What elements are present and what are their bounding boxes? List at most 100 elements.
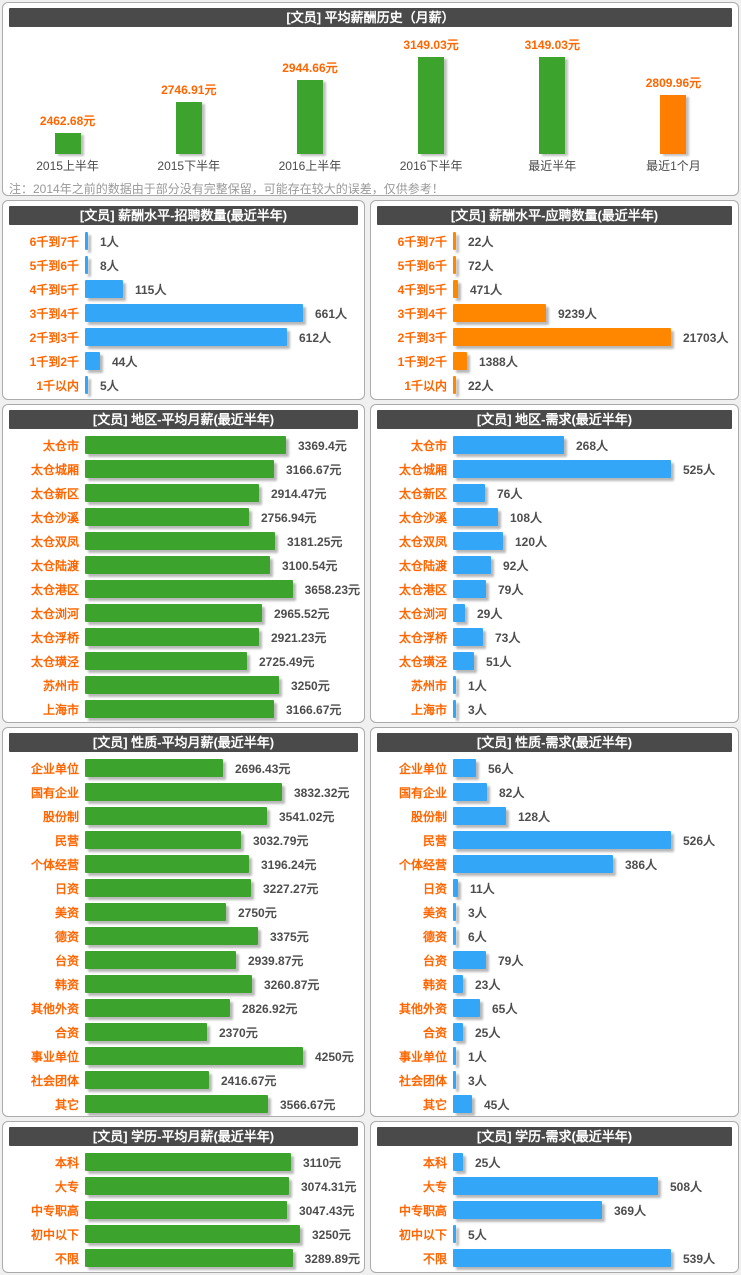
- value-label: 1人: [468, 1049, 487, 1064]
- category-label: 股份制: [410, 809, 447, 824]
- bar: [453, 1249, 671, 1267]
- category-label: 太仓璜泾: [30, 654, 79, 669]
- bar: [453, 628, 483, 646]
- value-label: 2965.52元: [274, 606, 330, 621]
- category-label: 合资: [422, 1025, 447, 1040]
- chart-row: 太仓双凤 120人: [375, 529, 734, 553]
- bar: [453, 700, 456, 718]
- value-label: 3227.27元: [263, 881, 319, 896]
- value-label: 11人: [470, 881, 495, 896]
- bar: [453, 484, 485, 502]
- chart-title: [文员] 地区-平均月薪(最近半年): [9, 410, 358, 429]
- category-label: 2千到3千: [397, 330, 447, 345]
- chart-row: 德资 6人: [375, 924, 734, 948]
- chart-row: 1千以内 22人: [375, 373, 734, 397]
- category-label: 国有企业: [30, 785, 79, 800]
- value-label: 3566.67元: [280, 1097, 336, 1112]
- value-label: 3人: [468, 702, 487, 717]
- chart-row: 太仓新区 76人: [375, 481, 734, 505]
- chart-row: 其他外资 65人: [375, 996, 734, 1020]
- chart-row: 日资 11人: [375, 876, 734, 900]
- chart-row: 太仓城厢 525人: [375, 457, 734, 481]
- value-label: 3658.23元: [304, 582, 360, 597]
- value-label: 8人: [100, 258, 119, 273]
- value-label: 3人: [468, 905, 487, 920]
- value-label: 3166.67元: [286, 462, 342, 477]
- chart-row: 企业单位 56人: [375, 756, 734, 780]
- bar: [453, 280, 458, 298]
- chart-row: 太仓港区 79人: [375, 577, 734, 601]
- chart-row: 国有企业 82人: [375, 780, 734, 804]
- bar: [85, 328, 287, 346]
- value-label: 21703人: [683, 330, 729, 345]
- chart-row: 股份制 128人: [375, 804, 734, 828]
- bar: [453, 807, 506, 825]
- bar: [85, 1023, 207, 1041]
- bar: [85, 628, 259, 646]
- category-label: 本科: [422, 1155, 447, 1170]
- category-label: 其他外资: [398, 1001, 447, 1016]
- value-label: 612人: [299, 330, 332, 345]
- bar: [453, 328, 671, 346]
- bar: [453, 1225, 456, 1243]
- bar: [453, 1023, 463, 1041]
- chart-row: 太仓市 268人: [375, 433, 734, 457]
- category-label: 4千到5千: [397, 282, 447, 297]
- category-label: 苏州市: [42, 678, 79, 693]
- category-label: 1千以内: [36, 378, 79, 393]
- bar: [85, 232, 88, 250]
- bar: [453, 759, 476, 777]
- category-label: 太仓双凤: [398, 534, 447, 549]
- bar: [453, 604, 465, 622]
- category-label: 初中以下: [398, 1227, 447, 1242]
- bar: [453, 975, 463, 993]
- bar-area: 2462.68元: [40, 31, 95, 154]
- bar-area: 2944.66元: [282, 31, 338, 154]
- chart-row: 2千到3千 612人: [7, 325, 360, 349]
- x-axis-label: 2015下半年: [157, 159, 221, 173]
- value-label: 2725.49元: [259, 654, 315, 669]
- panel-salary-level-recruit: [文员] 薪酬水平-招聘数量(最近半年) 6千到7千 1人 5千到6千 8人 4千到5千…: [2, 200, 365, 400]
- row-education: [文员] 学历-平均月薪(最近半年) 本科 3110元 大专 3074.31元 中专职高…: [2, 1121, 739, 1273]
- category-label: 太仓璜泾: [398, 654, 447, 669]
- bar: [85, 460, 274, 478]
- value-label: 3149.03元: [524, 38, 580, 52]
- x-axis-label: 2016下半年: [399, 159, 463, 173]
- category-label: 1千到2千: [29, 354, 79, 369]
- bar: [85, 783, 282, 801]
- category-label: 太仓浮桥: [30, 630, 79, 645]
- bar: [85, 436, 286, 454]
- bar: [85, 951, 236, 969]
- chart-title: [文员] 学历-需求(最近半年): [377, 1127, 732, 1146]
- bar: [85, 1095, 268, 1113]
- chart-column: 3149.03元 2016下半年: [371, 31, 492, 174]
- value-label: 2746.91元: [161, 83, 217, 97]
- bar: [453, 999, 480, 1017]
- value-label: 471人: [470, 282, 503, 297]
- chart-row: 民营 526人: [375, 828, 734, 852]
- chart-row: 太仓城厢 3166.67元: [7, 457, 360, 481]
- bar: [453, 879, 458, 897]
- chart-column: 2746.91元 2015下半年: [128, 31, 249, 174]
- chart-row: 太仓沙溪 108人: [375, 505, 734, 529]
- chart-row: 苏州市 3250元: [7, 673, 360, 697]
- chart-row: 其它 45人: [375, 1092, 734, 1116]
- category-label: 太仓新区: [398, 486, 447, 501]
- category-label: 太仓浏河: [30, 606, 79, 621]
- chart-row: 个体经营 386人: [375, 852, 734, 876]
- value-label: 115人: [135, 282, 167, 297]
- chart-row: 民营 3032.79元: [7, 828, 360, 852]
- bar: [453, 532, 503, 550]
- category-label: 个体经营: [30, 857, 79, 872]
- category-label: 大专: [422, 1179, 447, 1194]
- value-label: 1人: [468, 678, 487, 693]
- chart-row: 事业单位 1人: [375, 1044, 734, 1068]
- bar: [660, 95, 687, 154]
- bar: [85, 484, 259, 502]
- chart-row: 美资 2750元: [7, 900, 360, 924]
- chart-column: 2462.68元 2015上半年: [7, 31, 128, 174]
- category-label: 其它: [422, 1097, 447, 1112]
- category-label: 其它: [54, 1097, 79, 1112]
- value-label: 22人: [468, 378, 494, 393]
- category-label: 太仓沙溪: [398, 510, 447, 525]
